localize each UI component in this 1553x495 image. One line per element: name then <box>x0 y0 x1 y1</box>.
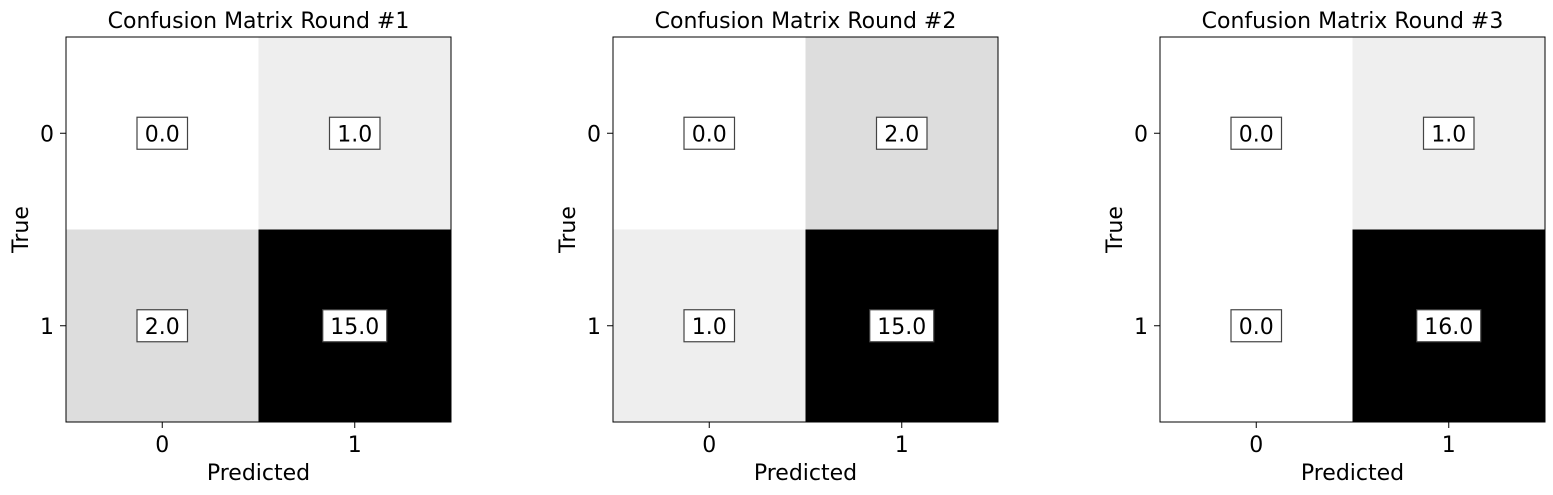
y-axis-label: True <box>556 206 581 254</box>
y-tick-label-0: 0 <box>587 122 601 147</box>
cell-value-box-r0-c0 <box>136 116 189 150</box>
cell-value-label-r1-c1: 16.0 <box>1424 315 1473 340</box>
cell-value-box-r0-c1 <box>1422 116 1475 150</box>
cell-value-label-r0-c0: 0.0 <box>145 122 180 147</box>
x-tick-label-1: 1 <box>1442 433 1456 458</box>
cell-value-box-r1-c0 <box>136 309 189 343</box>
cell-value-box-r1-c1 <box>1416 309 1482 343</box>
cell-value-box-r1-c1 <box>869 309 935 343</box>
cell-value-label-r0-c1: 2.0 <box>884 122 919 147</box>
x-axis-label: Predicted <box>1301 461 1404 486</box>
cell-value-label-r0-c1: 1.0 <box>1431 122 1466 147</box>
y-axis-label: True <box>9 206 34 254</box>
cell-value-label-r0-c0: 0.0 <box>692 122 727 147</box>
confusion-matrix-panel-1: 0.0 1.0 2.0 15.0 0 1 0 1 Confusion Matrix Round … <box>9 9 452 486</box>
chart-title: Confusion Matrix Round #2 <box>655 9 957 34</box>
chart-title: Confusion Matrix Round #3 <box>1202 9 1504 34</box>
y-tick-label-1: 1 <box>1134 315 1148 340</box>
cell-value-box-r1-c1 <box>322 309 388 343</box>
y-tick-label-1: 1 <box>587 315 601 340</box>
cell-value-box-r0-c0 <box>1230 116 1283 150</box>
x-axis-label: Predicted <box>754 461 857 486</box>
x-tick-label-0: 0 <box>1249 433 1263 458</box>
x-tick-label-0: 0 <box>702 433 716 458</box>
cell-value-label-r1-c0: 2.0 <box>145 315 180 340</box>
y-axis-label: True <box>1103 206 1128 254</box>
confusion-matrix-panel-3: 0.0 1.0 0.0 16.0 0 1 0 1 Confusion Matrix Round … <box>1103 9 1546 486</box>
y-tick-label-0: 0 <box>1134 122 1148 147</box>
cell-value-label-r1-c1: 15.0 <box>877 315 926 340</box>
plot-frame <box>612 36 999 423</box>
cell-value-label-r1-c0: 1.0 <box>692 315 727 340</box>
y-tick-label-1: 1 <box>40 315 54 340</box>
cell-value-label-r1-c0: 0.0 <box>1239 315 1274 340</box>
x-tick-label-0: 0 <box>155 433 169 458</box>
cell-value-box-r0-c1 <box>328 116 381 150</box>
x-tick-label-1: 1 <box>348 433 362 458</box>
cell-value-box-r0-c0 <box>683 116 736 150</box>
x-tick-label-1: 1 <box>895 433 909 458</box>
plot-frame <box>1159 36 1546 423</box>
chart-title: Confusion Matrix Round #1 <box>108 9 410 34</box>
cell-value-box-r1-c0 <box>1230 309 1283 343</box>
cell-value-label-r0-c1: 1.0 <box>337 122 372 147</box>
cell-value-label-r0-c0: 0.0 <box>1239 122 1274 147</box>
confusion-matrix-panel-2: 0.0 2.0 1.0 15.0 0 1 0 1 Confusion Matrix Round … <box>556 9 999 486</box>
cell-value-label-r1-c1: 15.0 <box>330 315 379 340</box>
x-axis-label: Predicted <box>207 461 310 486</box>
cell-value-box-r0-c1 <box>875 116 928 150</box>
cell-value-box-r1-c0 <box>683 309 736 343</box>
y-tick-label-0: 0 <box>40 122 54 147</box>
plot-frame <box>65 36 452 423</box>
